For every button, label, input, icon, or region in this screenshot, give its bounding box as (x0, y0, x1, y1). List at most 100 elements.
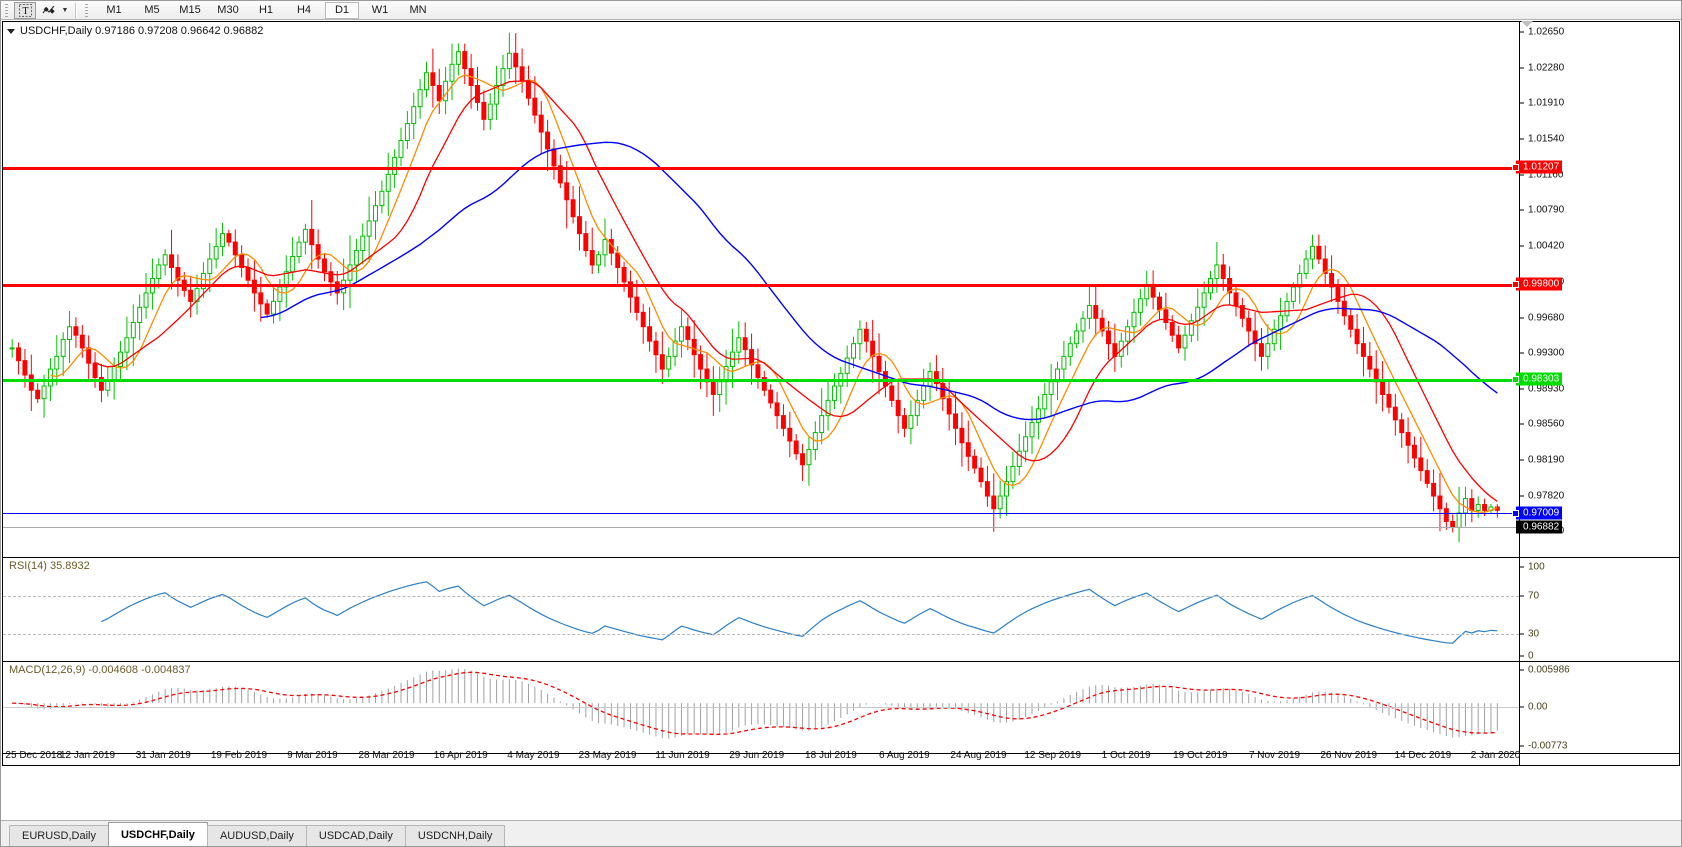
timeframe-m15[interactable]: M15 (179, 4, 201, 16)
price-axis-label: 1.01910 (1528, 97, 1565, 109)
collapse-triangle-icon[interactable] (7, 28, 15, 34)
text-tool-icon[interactable]: T (14, 1, 36, 19)
date-axis-label: 24 Aug 2019 (950, 750, 1007, 761)
timeframe-mn[interactable]: MN (409, 4, 427, 16)
timeframe-d1[interactable]: D1 (325, 1, 359, 19)
price-axis-label: 1.00420 (1528, 240, 1565, 252)
rsi-axis-tick (1520, 655, 1524, 657)
level-line-resistance-lower[interactable] (3, 284, 1519, 287)
price-axis-tick (1520, 352, 1524, 354)
toolbar-grip[interactable] (4, 2, 11, 18)
date-axis-label: 1 Oct 2019 (1101, 750, 1151, 761)
rsi-band-70 (3, 596, 1519, 597)
price-axis-tick (1520, 388, 1524, 390)
rsi-band-30 (3, 634, 1519, 635)
date-axis-label: 6 Aug 2019 (879, 750, 930, 761)
price-axis-label: 0.99300 (1528, 347, 1565, 359)
rsi-plot (3, 558, 1519, 661)
level-line-resistance-upper[interactable] (3, 167, 1519, 170)
rsi-axis-label: 70 (1528, 590, 1540, 602)
chart-symbol-title: USDCHF,Daily 0.97186 0.97208 0.96642 0.9… (7, 25, 263, 37)
level-handle-icon[interactable] (1512, 163, 1519, 171)
chart-tab-usdcad[interactable]: USDCAD,Daily (305, 825, 406, 846)
price-axis-tick (1520, 174, 1524, 176)
timeframe-grip[interactable] (84, 2, 91, 18)
chart-tab-audusd[interactable]: AUDUSD,Daily (206, 825, 307, 846)
chart-area[interactable]: USDCHF,Daily 0.97186 0.97208 0.96642 0.9… (2, 21, 1680, 766)
price-axis-tick (1520, 317, 1524, 319)
timeframe-m1[interactable]: M1 (106, 4, 122, 16)
date-pane-strip (3, 753, 1679, 765)
date-axis-label: 14 Dec 2019 (1394, 750, 1452, 761)
date-axis-label: 2 Jan 2020 (1470, 750, 1521, 761)
price-tag-current-price[interactable]: 0.96882 (1516, 520, 1563, 534)
svg-text:T: T (22, 6, 28, 17)
level-line-target-blue[interactable] (3, 513, 1519, 514)
price-axis-tick (1520, 102, 1524, 104)
price-tag-support-green[interactable]: 0.98303 (1512, 372, 1563, 386)
rsi-title: RSI(14) 35.8932 (9, 560, 90, 572)
date-pane-axis-filler (1519, 754, 1679, 765)
price-axis-tick (1520, 31, 1524, 33)
price-axis-tick (1520, 495, 1524, 497)
date-axis-label: 31 Jan 2019 (135, 750, 191, 761)
price-tag-resistance-lower[interactable]: 0.99800 (1512, 277, 1563, 291)
rsi-line-series (101, 581, 1498, 644)
rsi-axis-tick (1520, 633, 1524, 635)
price-tag-resistance-upper[interactable]: 1.01207 (1512, 160, 1563, 174)
timeframe-h4[interactable]: H4 (296, 4, 312, 16)
macd-zero-line (3, 707, 1519, 708)
rsi-pane[interactable]: RSI(14) 35.8932 100 70 30 0 (3, 557, 1679, 662)
rsi-axis-tick (1520, 566, 1524, 568)
current-price-line (3, 527, 1519, 528)
chart-tab-usdcnh[interactable]: USDCNH,Daily (404, 825, 506, 846)
price-axis-label: 1.02650 (1528, 26, 1565, 38)
price-pane[interactable]: USDCHF,Daily 0.97186 0.97208 0.96642 0.9… (3, 22, 1679, 645)
timeframe-h1[interactable]: H1 (258, 4, 274, 16)
level-handle-icon[interactable] (1512, 280, 1519, 288)
chart-tab-eurusd[interactable]: EURUSD,Daily (9, 825, 109, 846)
price-axis-label: 0.99680 (1528, 312, 1565, 324)
main-toolbar: T ▼ M1 M5 M15 M30 H1 H4 D1 W1 MN (1, 1, 1681, 20)
date-axis-label: 12 Jan 2019 (60, 750, 116, 761)
timeframe-m30[interactable]: M30 (217, 4, 239, 16)
price-axis[interactable]: 1.02650 1.02280 1.01910 1.01540 1.01160 1.007… (1512, 22, 1679, 645)
date-axis-label: 26 Nov 2019 (1320, 750, 1378, 761)
timeframe-m5[interactable]: M5 (144, 4, 160, 16)
toolbar-separator (75, 2, 77, 18)
macd-axis-label: 0.005986 (1528, 664, 1570, 676)
price-axis-label: 0.98930 (1528, 383, 1565, 395)
date-axis-label: 9 Mar 2019 (287, 750, 338, 761)
macd-axis-tick (1520, 706, 1524, 708)
price-axis-label: 0.98560 (1528, 418, 1565, 430)
date-axis[interactable]: 25 Dec 2018 12 Jan 2019 31 Jan 2019 19 Feb … (2, 750, 1680, 766)
price-axis-tick (1520, 67, 1524, 69)
level-handle-icon[interactable] (1512, 375, 1519, 383)
price-axis-label: 0.98190 (1528, 454, 1565, 466)
rsi-axis: 100 70 30 0 (1519, 558, 1679, 662)
indicators-icon[interactable] (38, 2, 60, 19)
date-axis-label: 19 Oct 2019 (1173, 750, 1228, 761)
price-tag-target-blue[interactable]: 0.97009 (1512, 506, 1563, 520)
chart-tabs: EURUSD,Daily USDCHF,Daily AUDUSD,Daily USDC… (9, 822, 506, 846)
level-line-support-green[interactable] (3, 379, 1519, 382)
price-axis-label: 1.01540 (1528, 133, 1565, 145)
macd-histogram-series (12, 668, 1498, 739)
timeframe-w1[interactable]: W1 (371, 4, 389, 16)
chart-tab-usdchf[interactable]: USDCHF,Daily (107, 822, 208, 846)
timeframe-group: M1 M5 M15 M30 H1 H4 D1 W1 MN (97, 1, 435, 19)
date-axis-label: 16 Apr 2019 (433, 750, 488, 761)
rsi-axis-label: 30 (1528, 628, 1540, 640)
macd-pane[interactable]: MACD(12,26,9) -0.004608 -0.004837 0.0059… (3, 661, 1679, 753)
price-axis-label: 1.02280 (1528, 62, 1565, 74)
scroll-marker-icon (1521, 21, 1533, 27)
price-plot[interactable] (3, 22, 1519, 557)
price-axis-tick (1520, 423, 1524, 425)
macd-title: MACD(12,26,9) -0.004608 -0.004837 (9, 664, 191, 676)
indicators-dropdown-icon[interactable]: ▼ (61, 6, 69, 14)
price-axis-tick (1520, 245, 1524, 247)
rsi-axis-tick (1520, 595, 1524, 597)
level-handle-icon[interactable] (1512, 509, 1519, 517)
price-axis-label: 0.97820 (1528, 490, 1565, 502)
